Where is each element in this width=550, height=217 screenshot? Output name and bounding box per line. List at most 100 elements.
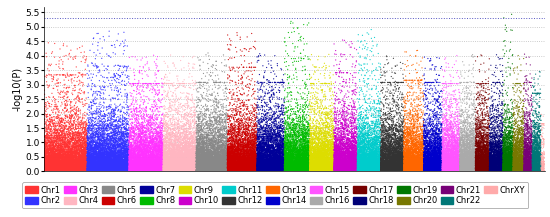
Point [448,163,456,166]
Point [491,156,499,159]
Point [226,145,235,148]
Point [414,167,422,171]
Point [424,168,432,171]
Point [177,163,186,166]
Point [253,162,262,165]
Point [461,163,470,167]
Point [365,160,374,163]
Point [268,168,277,171]
Point [124,123,133,126]
Point [405,166,414,170]
Point [244,148,252,151]
Point [520,169,529,172]
Point [171,144,180,147]
Point [498,141,507,145]
Point [540,160,549,163]
Point [271,154,280,157]
Point [416,164,425,167]
Point [54,152,63,155]
Point [470,163,478,167]
Point [450,155,459,159]
Point [330,160,339,163]
Point [244,169,253,173]
Point [191,167,200,170]
Point [331,136,340,139]
Point [322,125,331,129]
Point [324,161,333,164]
Point [519,140,527,144]
Point [118,163,127,167]
Point [240,167,249,171]
Point [395,167,404,171]
Point [338,108,347,112]
Point [482,154,491,158]
Point [138,169,147,172]
Point [115,137,124,140]
Point [399,165,408,168]
Point [298,168,307,171]
Point [324,130,333,134]
Point [193,141,202,144]
Point [284,166,293,169]
Point [228,166,236,169]
Point [509,160,518,164]
Point [386,145,394,148]
Point [106,164,114,168]
Point [399,135,408,138]
Point [290,123,299,127]
Point [456,165,465,169]
Point [221,169,229,173]
Point [142,160,151,163]
Point [261,168,270,171]
Point [336,154,344,158]
Point [125,153,134,156]
Point [190,156,199,159]
Point [103,163,112,167]
Point [199,164,207,168]
Point [130,160,139,163]
Point [354,165,363,169]
Point [326,163,335,166]
Point [188,147,196,151]
Point [405,158,414,162]
Point [485,162,493,166]
Point [454,158,463,161]
Point [202,123,211,127]
Point [337,165,345,168]
Point [326,133,334,137]
Point [223,158,232,161]
Point [40,164,49,167]
Point [74,169,83,173]
Point [337,168,346,172]
Point [308,143,317,146]
Point [521,169,530,173]
Point [247,169,256,173]
Point [220,167,229,170]
Point [410,154,419,157]
Point [251,163,260,166]
Point [41,109,50,113]
Point [257,166,266,169]
Point [211,160,220,163]
Point [129,169,138,173]
Point [525,169,534,173]
Point [501,119,510,122]
Point [262,168,271,171]
Point [218,167,227,171]
Point [499,155,508,158]
Point [257,150,266,154]
Point [135,65,144,68]
Point [477,152,486,156]
Point [255,141,264,145]
Point [458,161,467,164]
Point [97,151,106,155]
Point [96,149,105,152]
Point [497,158,506,162]
Point [50,169,58,172]
Point [441,140,449,144]
Point [316,160,325,163]
Point [224,166,233,169]
Point [175,167,184,170]
Point [455,167,464,170]
Point [476,151,485,154]
